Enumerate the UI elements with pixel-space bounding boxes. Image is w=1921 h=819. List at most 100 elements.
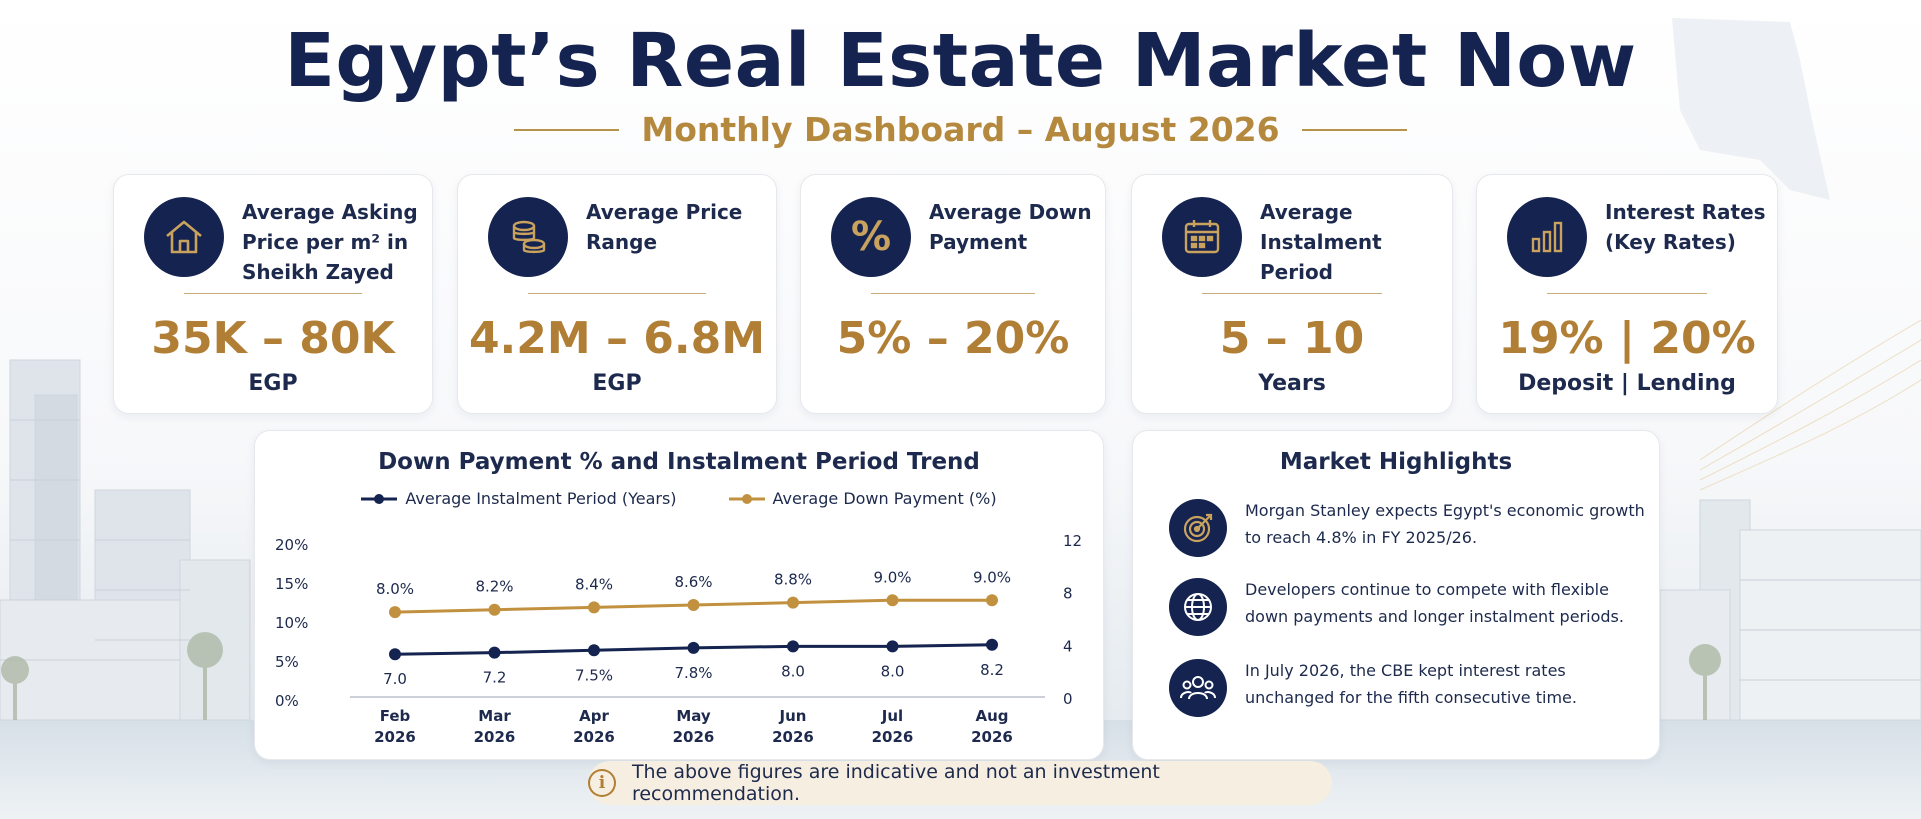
highlight-text: Developers continue to compete with flex…: [1245, 580, 1624, 626]
subtitle-row: Monthly Dashboard – August 2026: [0, 110, 1921, 149]
legend-item-down-payment: Average Down Payment (%): [728, 489, 997, 508]
disclaimer-banner: i The above figures are indicative and n…: [588, 761, 1332, 805]
data-point: [389, 606, 401, 619]
kpi-value: 19% | 20%: [1498, 313, 1756, 364]
right-axis-tick: 4: [1063, 637, 1073, 655]
x-tick-month: Jun: [779, 707, 807, 725]
trend-chart-plot: 0% 5% 10% 15% 20% 0 4 8 12 Feb 2026 Mar 2026 Apr 2026 M…: [275, 532, 1082, 746]
kpi-card-asking-price: Average Asking Price per m² in Sheikh Za…: [113, 174, 433, 414]
kpi-card-down-payment: % Average Down Payment 5% – 20%: [800, 174, 1106, 414]
highlight-text: In July 2026, the CBE kept interest rate…: [1245, 661, 1577, 707]
data-label: 8.0%: [376, 580, 414, 598]
data-label: 9.0%: [873, 568, 911, 586]
data-point: [787, 596, 799, 609]
x-tick-month: May: [676, 707, 711, 725]
kpi-value: 4.2M – 6.8M: [468, 313, 766, 364]
percent-icon: %: [831, 197, 911, 277]
target-icon: [1169, 499, 1227, 557]
highlights-title: Market Highlights: [1279, 449, 1513, 475]
data-point: [986, 594, 998, 607]
kpi-card-instalment-period: Average Instalment Period 5 – 10 Years: [1131, 174, 1453, 414]
disclaimer-text: The above figures are indicative and not…: [631, 761, 1160, 805]
data-point: [488, 646, 501, 659]
x-tick-year: 2026: [474, 728, 516, 746]
calendar-icon: [1162, 197, 1242, 277]
people-icon: [1169, 659, 1227, 717]
data-label: 7.5%: [575, 666, 613, 684]
data-point: [886, 640, 899, 653]
kpi-label: Interest Rates (Key Rates): [1605, 200, 1766, 254]
data-label: 8.4%: [575, 575, 613, 593]
right-axis-tick: 0: [1063, 690, 1073, 708]
kpi-separator: [528, 293, 706, 294]
x-tick-month: Feb: [380, 707, 411, 725]
globe-icon: [1169, 578, 1227, 636]
highlight-item: Developers continue to compete with flex…: [1169, 574, 1649, 644]
chart-title: Down Payment % and Instalment Period Tre…: [378, 449, 980, 475]
data-point: [787, 640, 799, 653]
left-axis-tick: 10%: [275, 614, 308, 632]
data-label: 8.0: [781, 662, 805, 680]
data-label: 8.2: [980, 661, 1004, 679]
market-highlights-card: Market Highlights Morgan Stanley expects…: [1132, 430, 1660, 760]
data-label: 8.6%: [674, 573, 712, 591]
kpi-unit: Deposit | Lending: [1518, 371, 1736, 396]
data-label: 7.2: [483, 669, 507, 687]
kpi-separator: [871, 293, 1035, 294]
data-label: 7.0: [383, 670, 407, 688]
kpi-label: Average Instalment Period: [1260, 200, 1382, 284]
x-tick-month: Mar: [478, 707, 511, 725]
data-label: 7.8%: [674, 664, 712, 682]
page-title: Egypt’s Real Estate Market Now: [284, 18, 1637, 104]
x-tick-year: 2026: [573, 728, 615, 746]
left-axis-tick: 15%: [275, 575, 308, 593]
legend-label: Average Instalment Period (Years): [405, 489, 677, 508]
right-axis-tick: 8: [1063, 585, 1073, 603]
coins-icon: [488, 197, 568, 277]
kpi-unit: Years: [1258, 371, 1326, 396]
x-tick-year: 2026: [374, 728, 416, 746]
kpi-card-interest-rates: Interest Rates (Key Rates) 19% | 20% Dep…: [1476, 174, 1778, 414]
data-point: [588, 601, 600, 614]
kpi-unit: EGP: [592, 371, 642, 396]
header: Egypt’s Real Estate Market Now Monthly D…: [0, 0, 1921, 160]
data-point: [588, 644, 600, 657]
kpi-unit: EGP: [248, 371, 298, 396]
data-label: 8.0: [881, 662, 905, 680]
house-icon: [144, 197, 224, 277]
left-axis-tick: 5%: [275, 653, 299, 671]
kpi-card-price-range: Average Price Range 4.2M – 6.8M EGP: [457, 174, 777, 414]
info-icon: i: [588, 769, 616, 797]
data-label: 9.0%: [973, 568, 1011, 586]
kpi-label: Average Down Payment: [929, 200, 1092, 254]
kpi-value: 35K – 80K: [151, 313, 395, 364]
data-label: 8.2%: [475, 578, 513, 596]
data-point: [687, 598, 700, 611]
kpi-separator: [184, 293, 362, 294]
subtitle-right-line: [1301, 128, 1407, 131]
x-tick-year: 2026: [772, 728, 814, 746]
legend-item-instalment: Average Instalment Period (Years): [361, 489, 677, 508]
kpi-value: 5% – 20%: [836, 313, 1070, 364]
page-subtitle: Monthly Dashboard – August 2026: [641, 110, 1280, 149]
kpi-label: Average Asking Price per m² in Sheikh Za…: [242, 200, 418, 284]
legend-label: Average Down Payment (%): [772, 489, 997, 508]
highlight-item: Morgan Stanley expects Egypt's economic …: [1169, 495, 1649, 565]
kpi-separator: [1547, 293, 1707, 294]
highlight-text: Morgan Stanley expects Egypt's economic …: [1245, 501, 1645, 547]
left-axis-tick: 0%: [275, 692, 299, 710]
right-axis-tick: 12: [1063, 532, 1082, 550]
x-tick-year: 2026: [971, 728, 1013, 746]
highlight-item: In July 2026, the CBE kept interest rate…: [1169, 655, 1649, 725]
trend-chart-card: Down Payment % and Instalment Period Tre…: [254, 430, 1104, 760]
data-point: [488, 603, 501, 616]
data-point: [389, 648, 401, 661]
left-axis-tick: 20%: [275, 536, 308, 554]
data-point: [986, 638, 998, 651]
data-point: [886, 594, 899, 607]
subtitle-left-line: [514, 128, 620, 131]
kpi-label: Average Price Range: [586, 200, 743, 254]
kpi-separator: [1202, 293, 1382, 294]
x-tick-month: Jul: [881, 707, 903, 725]
data-point: [687, 641, 700, 654]
